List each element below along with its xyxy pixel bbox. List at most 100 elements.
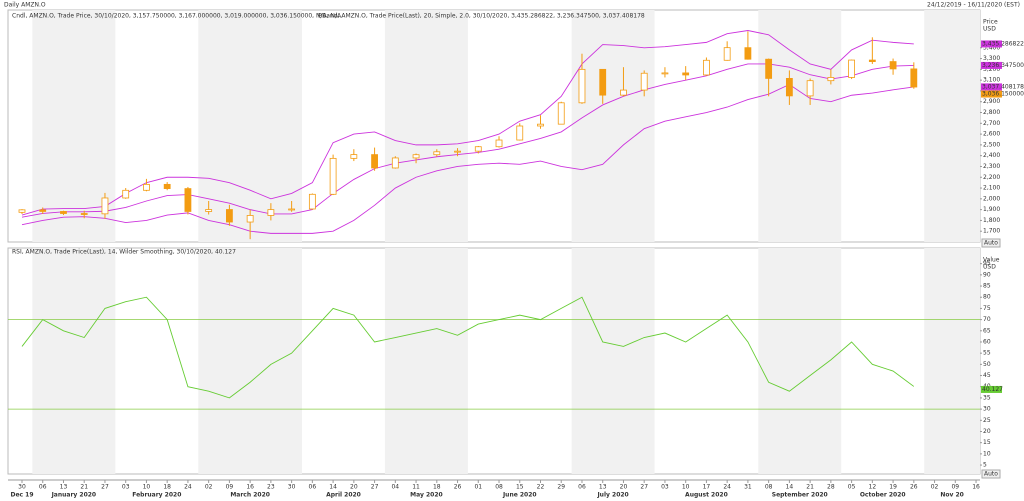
month-band (758, 10, 842, 242)
bband-legend: BBand, AMZN.O, Trade Price(Last), 20, Si… (318, 13, 645, 20)
x-tick-label: 26 (454, 484, 462, 491)
y-tick-label: 2,000 (983, 195, 1000, 202)
candle-body (329, 157, 337, 195)
rsi-axis-title: Value (983, 257, 1000, 264)
y-tick-label: 3,200 (983, 66, 1000, 73)
auto-button-label[interactable]: Auto (984, 471, 998, 478)
candle-body (599, 68, 607, 96)
x-tick-label: 30 (288, 484, 296, 491)
y-tick-label: 85 (983, 283, 991, 290)
month-band (571, 10, 655, 242)
y-tick-label: 3,100 (983, 77, 1000, 84)
candle-body (495, 139, 503, 148)
y-tick-label: 55 (983, 350, 991, 357)
candle-body (516, 125, 524, 141)
month-label: August 2020 (685, 492, 728, 499)
y-tick-label: 35 (983, 394, 991, 401)
candle-body (350, 154, 358, 159)
x-tick-label: 20 (350, 484, 358, 491)
x-tick-label: 24 (723, 484, 731, 491)
candle-body (143, 183, 150, 191)
candle-body (537, 123, 544, 127)
y-tick-label: 1,900 (983, 206, 1000, 213)
auto-button[interactable] (981, 238, 1001, 248)
y-tick-label: 25 (983, 417, 991, 424)
rsi-line (21, 296, 915, 399)
y-tick-label: 2,400 (983, 152, 1000, 159)
price-tag-label: 3,236.347500 (982, 62, 1024, 69)
x-tick-label: 04 (391, 484, 399, 491)
x-tick-label: 02 (205, 484, 213, 491)
month-label: January 2020 (51, 492, 97, 499)
candle-body (578, 68, 586, 104)
price-axis-title: Price (983, 19, 998, 26)
candle-body (80, 213, 88, 215)
candle-body (101, 197, 109, 215)
x-tick-label: 14 (786, 484, 794, 491)
x-tick-label: 03 (661, 484, 669, 491)
candle-body (412, 154, 420, 159)
candle-body (703, 59, 710, 76)
x-tick-label: 27 (371, 484, 379, 491)
price-tag-label: 40.127 (982, 386, 1003, 393)
candle-body (225, 209, 233, 223)
y-tick-label: 1,800 (983, 217, 1000, 224)
candle-body (557, 102, 565, 125)
month-band (758, 248, 842, 474)
x-tick-label: 06 (578, 484, 586, 491)
candle-body (246, 215, 254, 223)
candle-body (889, 61, 897, 70)
month-label: October 2020 (860, 492, 906, 499)
x-tick-label: 29 (557, 484, 565, 491)
month-band (198, 10, 302, 242)
auto-button-label[interactable]: Auto (984, 240, 998, 247)
candle-body (122, 189, 130, 199)
x-tick-label: 06 (309, 484, 317, 491)
month-label: April 2020 (326, 492, 361, 499)
y-tick-label: 5 (983, 462, 987, 469)
y-tick-label: 45 (983, 372, 991, 379)
x-tick-label: 23 (267, 484, 275, 491)
month-band (384, 10, 468, 242)
month-label: March 2020 (230, 492, 270, 499)
price-tag (981, 83, 1002, 91)
y-tick-label: 80 (983, 294, 991, 301)
bollinger-band (21, 83, 914, 234)
month-label: September 2020 (772, 492, 828, 499)
candle-body (661, 72, 669, 75)
y-tick-label: 3,400 (983, 44, 1000, 51)
price-tag (981, 385, 1002, 393)
y-tick-label: 50 (983, 361, 991, 368)
month-band (32, 10, 116, 242)
y-tick-label: 15 (983, 439, 991, 446)
x-tick-label: 14 (329, 484, 337, 491)
month-label: June 2020 (502, 492, 537, 499)
price-axis-unit: USD (983, 26, 996, 33)
candle-body (288, 208, 296, 211)
month-label: May 2020 (410, 492, 443, 499)
candle-body (454, 150, 461, 153)
x-tick-label: 13 (599, 484, 607, 491)
x-tick-label: 28 (827, 484, 835, 491)
x-tick-label: 27 (101, 484, 109, 491)
candle-body (39, 209, 47, 212)
x-tick-label: 15 (516, 484, 524, 491)
x-tick-label: 05 (848, 484, 856, 491)
candle-body (433, 151, 441, 156)
candle-body (267, 209, 275, 216)
candle-legend: Cndl, AMZN.O, Trade Price, 30/10/2020, 3… (12, 13, 343, 20)
y-tick-label: 2,300 (983, 163, 1000, 170)
y-tick-label: 70 (983, 316, 991, 323)
x-tick-label: 18 (163, 484, 171, 491)
x-tick-label: 06 (39, 484, 47, 491)
y-tick-label: 2,800 (983, 109, 1000, 116)
auto-button[interactable] (981, 469, 1001, 479)
price-tag-label: 3,037.408178 (982, 83, 1024, 90)
y-tick-label: 30 (983, 406, 991, 413)
x-tick-label: 01 (474, 484, 482, 491)
rsi-axis-unit: USD (983, 264, 996, 271)
x-tick-label: 03 (122, 484, 130, 491)
y-tick-label: 2,200 (983, 174, 1000, 181)
month-band (32, 248, 116, 474)
